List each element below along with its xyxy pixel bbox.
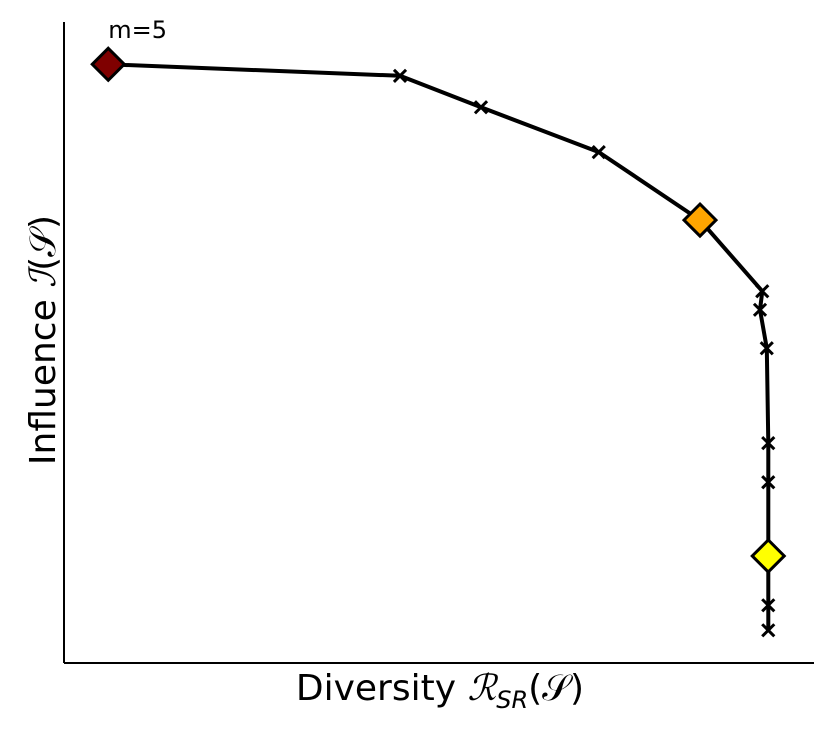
x-marker xyxy=(473,100,489,115)
y-axis-label: Influence ℐ(𝒮) xyxy=(23,215,65,465)
x-marker xyxy=(761,598,776,613)
x-axis-label: Diversity ℛSR(𝒮) xyxy=(0,668,830,714)
x-marker xyxy=(761,436,776,451)
annotation-label: m=5 xyxy=(108,16,168,45)
diamond-marker xyxy=(750,537,787,575)
highlight-layer xyxy=(90,46,787,575)
series-layer xyxy=(101,57,776,638)
y-axis-label-arg: (𝒮) xyxy=(23,214,64,271)
x-marker xyxy=(759,341,774,356)
x-axis-label-arg: (𝒮) xyxy=(528,668,585,709)
x-marker xyxy=(752,302,768,317)
diamond-marker xyxy=(681,201,719,239)
x-marker xyxy=(761,475,776,490)
x-marker xyxy=(755,284,770,299)
x-marker xyxy=(591,145,606,160)
diamond-marker xyxy=(90,46,127,83)
x-axis-label-symbol: ℛ xyxy=(467,668,497,709)
x-marker xyxy=(761,623,776,638)
x-axis-label-subscript: SR xyxy=(496,686,529,714)
x-marker xyxy=(392,68,408,83)
series-line xyxy=(106,62,771,633)
x-axis-label-text: Diversity xyxy=(295,668,468,709)
y-axis-label-text: Influence xyxy=(23,287,64,466)
y-axis-label-symbol: ℐ xyxy=(23,270,64,288)
